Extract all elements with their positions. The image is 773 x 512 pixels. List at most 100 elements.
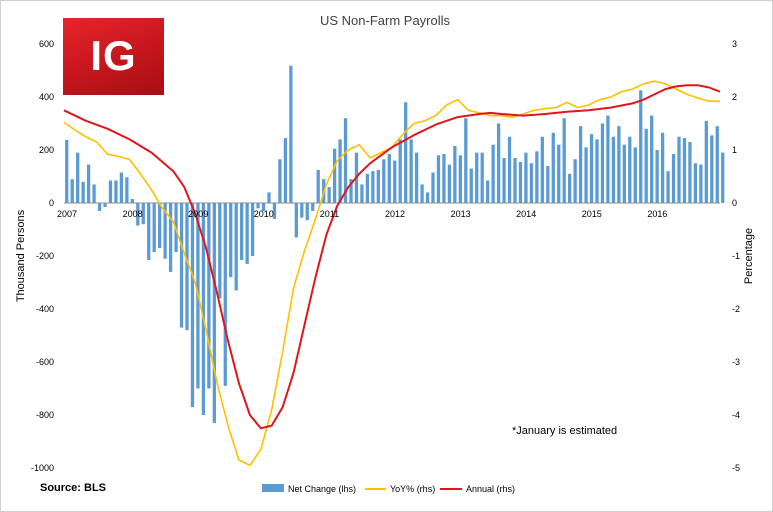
bar bbox=[152, 203, 156, 253]
bar bbox=[644, 128, 648, 203]
bar bbox=[617, 126, 621, 203]
y-tick-label-left: -1000 bbox=[31, 463, 54, 473]
bar bbox=[119, 172, 124, 203]
bar bbox=[300, 203, 304, 218]
bar bbox=[584, 147, 588, 203]
bar bbox=[650, 115, 654, 203]
legend-swatch-bar bbox=[262, 484, 284, 492]
bar bbox=[305, 203, 309, 221]
bar bbox=[546, 165, 550, 203]
bar bbox=[666, 171, 670, 203]
bar bbox=[677, 136, 681, 203]
bar bbox=[185, 203, 189, 331]
bar bbox=[507, 136, 512, 203]
bar bbox=[207, 203, 211, 389]
bar bbox=[688, 142, 692, 203]
bar bbox=[589, 134, 594, 203]
bar bbox=[349, 179, 353, 203]
bar bbox=[699, 164, 703, 203]
bar bbox=[562, 118, 566, 203]
bar bbox=[578, 126, 583, 203]
yoy-line bbox=[63, 80, 720, 467]
y-tick-label-left: -400 bbox=[36, 304, 54, 314]
bar bbox=[442, 153, 446, 203]
bar bbox=[414, 152, 419, 203]
bar bbox=[272, 203, 277, 219]
legend-label: Net Change (lhs) bbox=[288, 484, 356, 494]
bar bbox=[436, 155, 441, 203]
bar bbox=[294, 203, 298, 238]
bar bbox=[628, 136, 632, 203]
bar bbox=[147, 203, 151, 260]
bar bbox=[387, 153, 391, 203]
bar bbox=[163, 203, 167, 259]
bar bbox=[398, 139, 402, 203]
bar bbox=[660, 132, 665, 203]
bar bbox=[261, 203, 266, 211]
bar bbox=[201, 203, 206, 415]
line-series bbox=[63, 80, 721, 467]
bar bbox=[76, 152, 80, 203]
bar bbox=[480, 152, 484, 203]
bar bbox=[721, 152, 725, 203]
x-tick-label: 2015 bbox=[582, 209, 602, 219]
bar bbox=[524, 152, 528, 203]
y-tick-label-right: 1 bbox=[732, 145, 737, 155]
bar bbox=[179, 203, 184, 328]
x-tick-label: 2009 bbox=[188, 209, 208, 219]
bar-series bbox=[65, 65, 725, 423]
bar bbox=[289, 65, 293, 203]
bar bbox=[529, 163, 534, 203]
bar bbox=[245, 203, 249, 264]
bar bbox=[715, 126, 719, 203]
y-tick-label-left: 0 bbox=[49, 198, 54, 208]
bar bbox=[311, 203, 315, 211]
y-tick-label-right: 3 bbox=[732, 39, 737, 49]
bar bbox=[382, 159, 386, 203]
bar bbox=[535, 151, 539, 203]
bar bbox=[475, 152, 479, 203]
chart-title: US Non-Farm Payrolls bbox=[320, 13, 451, 28]
bar bbox=[431, 172, 435, 203]
estimate-annotation: *January is estimated bbox=[512, 425, 618, 437]
bar bbox=[316, 169, 320, 204]
legend: Net Change (lhs) YoY% (rhs) Annual (rhs) bbox=[262, 484, 515, 494]
bar bbox=[573, 159, 577, 203]
bar bbox=[551, 132, 555, 203]
bar bbox=[404, 102, 408, 203]
bar bbox=[240, 203, 244, 260]
bar bbox=[141, 203, 145, 225]
bar bbox=[671, 153, 676, 203]
bar bbox=[365, 173, 370, 203]
logo-text: IG bbox=[90, 32, 137, 79]
legend-label: YoY% (rhs) bbox=[390, 484, 435, 494]
x-tick-label: 2011 bbox=[320, 209, 339, 219]
x-tick-label: 2014 bbox=[516, 209, 536, 219]
bar bbox=[425, 192, 430, 203]
bar bbox=[371, 171, 375, 203]
bar bbox=[502, 157, 506, 203]
y-tick-label-right: -3 bbox=[732, 357, 740, 367]
bar bbox=[710, 135, 714, 203]
bar bbox=[453, 146, 457, 203]
bar bbox=[557, 144, 561, 203]
bar bbox=[92, 184, 96, 203]
y-tick-label-left: -600 bbox=[36, 357, 54, 367]
bar bbox=[229, 203, 233, 278]
bar bbox=[267, 192, 271, 203]
bar bbox=[65, 139, 69, 203]
y-axis-left-label: Thousand Persons bbox=[15, 209, 27, 302]
bar bbox=[376, 169, 380, 204]
bar bbox=[622, 144, 626, 203]
bar bbox=[600, 123, 605, 203]
bar bbox=[606, 115, 610, 203]
bar bbox=[283, 138, 288, 203]
y-axis-right-label: Percentage bbox=[743, 228, 755, 284]
bar bbox=[393, 160, 397, 203]
bar bbox=[682, 138, 687, 203]
bar bbox=[81, 181, 85, 203]
bar bbox=[343, 118, 348, 203]
bar bbox=[496, 123, 501, 203]
bar bbox=[595, 139, 599, 203]
